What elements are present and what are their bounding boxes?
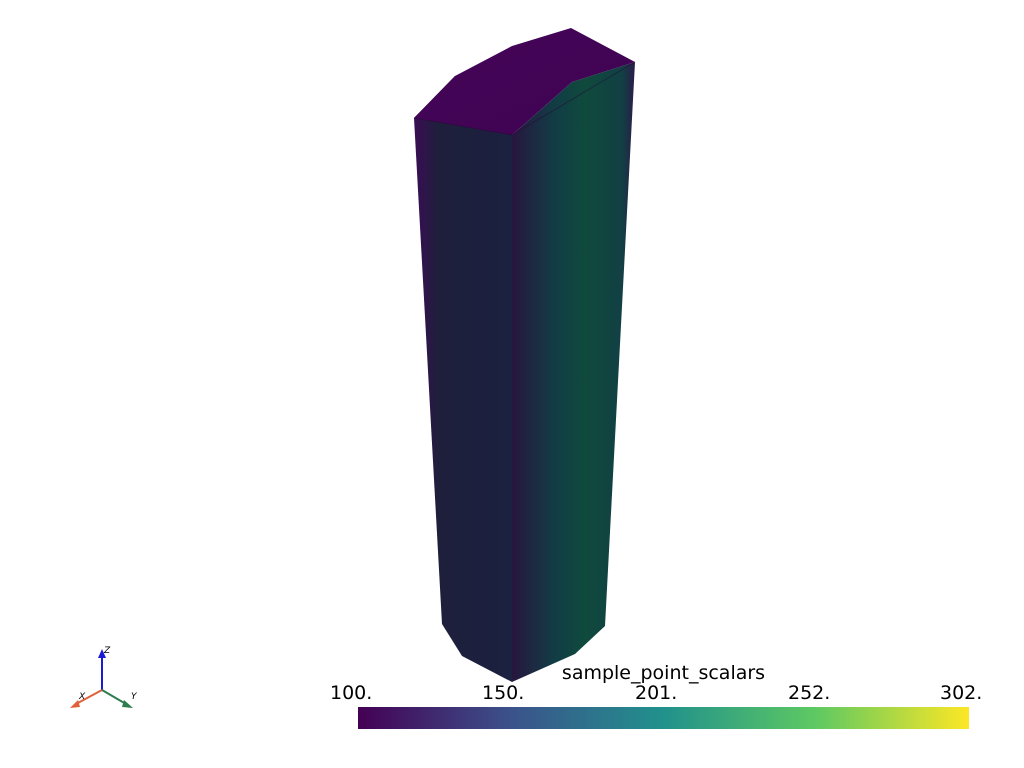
scalar-bar-title: sample_point_scalars	[561, 662, 766, 684]
scalar-bar-tick-label: 100.	[330, 682, 373, 704]
scalar-bar-colormap	[358, 707, 969, 729]
mesh-left-face	[414, 76, 512, 682]
y-axis-arrow	[122, 700, 133, 708]
z-axis-arrow	[98, 649, 106, 658]
scalar-bar-tick-label: 150.	[482, 682, 525, 704]
orientation-axes-icon	[70, 649, 133, 708]
x-axis-line	[75, 689, 103, 705]
mesh-top-face	[414, 28, 635, 135]
z-axis-label: Z	[104, 646, 111, 656]
mesh-edge	[413, 61, 636, 136]
scalar-bar-tick-label: 252.	[788, 682, 831, 704]
x-axis-arrow	[70, 700, 80, 708]
y-axis-line	[101, 689, 127, 705]
scalar-bar-tick-label: 302.	[940, 682, 983, 704]
mesh-right-face	[512, 62, 635, 682]
y-axis-label: Y	[131, 692, 137, 702]
orientation-axes-widget: Z X Y	[60, 640, 150, 720]
scalar-bar-tick-label: 201.	[635, 682, 678, 704]
x-axis-label: X	[79, 692, 86, 702]
